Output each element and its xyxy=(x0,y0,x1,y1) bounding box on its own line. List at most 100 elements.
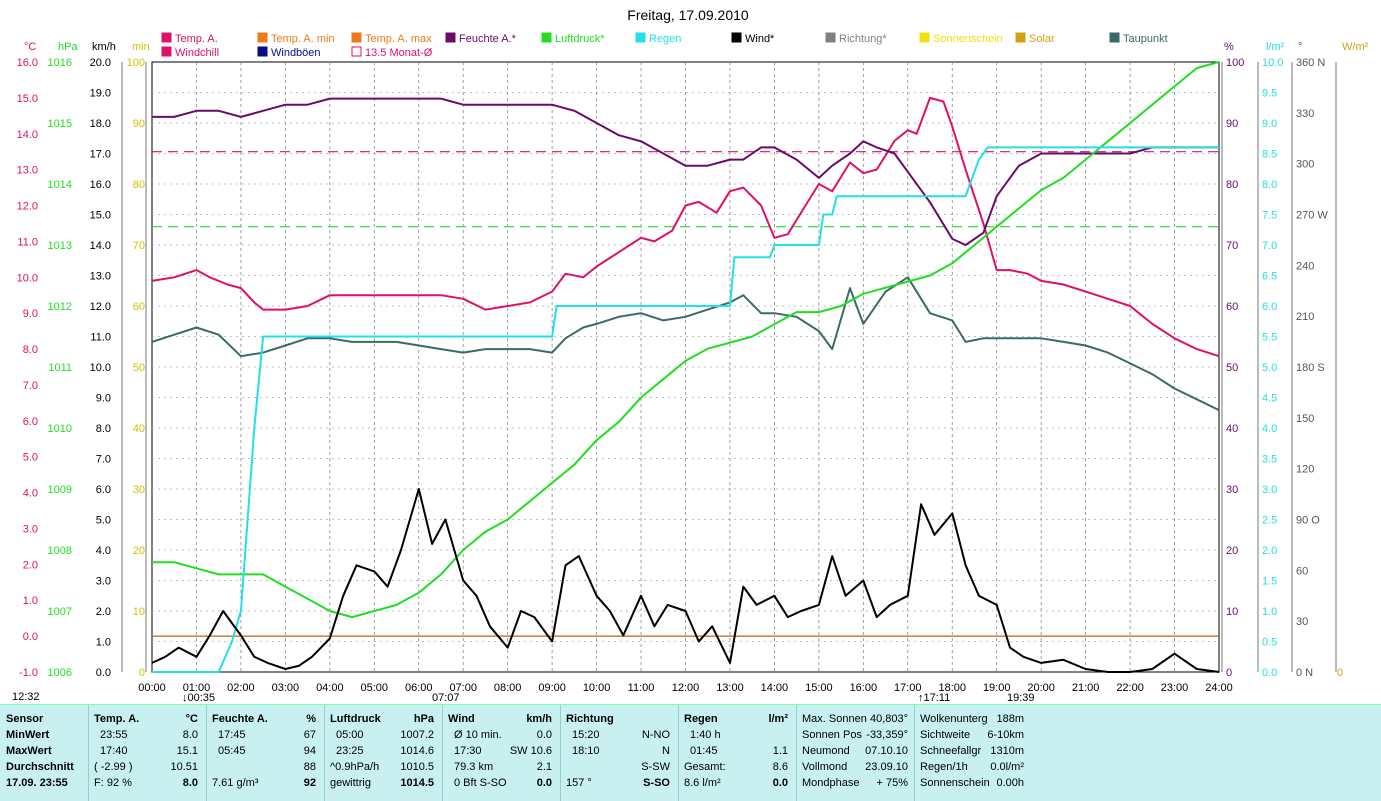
temp-header: Temp. A. xyxy=(94,713,140,725)
hum-avg-value: 88 xyxy=(303,761,316,773)
moonset-marker: ↓00:35 xyxy=(182,692,215,704)
press-max-time: 23:25 xyxy=(336,745,364,757)
hum-unit: % xyxy=(306,713,316,725)
min-tick: 0 xyxy=(139,667,145,679)
pressure-column: Luftdruck hPa 05:00 1007.2 23:25 1014.6 ^0.… xyxy=(330,711,436,791)
wind-tick: 18.0 xyxy=(90,118,111,130)
row-label-min: MinWert xyxy=(6,729,50,741)
astro-value: + 75% xyxy=(876,777,909,789)
rain-tick: 9.0 xyxy=(1262,118,1277,130)
temp-unit: °C xyxy=(185,713,198,725)
x-tick-label: 11:00 xyxy=(628,682,655,694)
rain-tick: 5.5 xyxy=(1262,332,1277,344)
rain-total-label: Gesamt: xyxy=(684,761,726,773)
axis-unit-label: hPa xyxy=(58,41,78,53)
temp-tick: 5.0 xyxy=(23,452,38,464)
x-tick-label: 18:00 xyxy=(938,682,966,694)
temp-max-value: 15.1 xyxy=(176,745,198,757)
time-marker-start: 12:32 xyxy=(12,691,40,703)
press-max-value: 1014.6 xyxy=(400,745,434,757)
legend-label: Feuchte A.* xyxy=(459,33,517,45)
temp-current-note: F: 92 % xyxy=(94,777,132,789)
x-tick-label: 08:00 xyxy=(494,682,522,694)
temp-current-value: 8.0 xyxy=(182,777,198,789)
other-value: 1310m xyxy=(990,745,1024,757)
time-markers: 12:32 ↓00:35 07:07 ↑17:11 19:39 xyxy=(12,691,1035,704)
direction-tick: 180 S xyxy=(1296,362,1325,374)
astro-value: 07.10.10 xyxy=(865,745,908,757)
rain-max-value: 1.1 xyxy=(772,745,788,757)
min-tick: 40 xyxy=(133,423,145,435)
hum-min-time: 17:45 xyxy=(218,729,246,741)
pressure-tick: 1013 xyxy=(48,240,72,252)
series-line-feuchte-a xyxy=(152,97,1219,246)
rain-tick: 10.0 xyxy=(1262,57,1283,69)
wind-tick: 12.0 xyxy=(90,301,111,313)
temp-avg-note: ( -2.99 ) xyxy=(94,761,133,773)
wind-tick: 17.0 xyxy=(90,149,111,161)
series-lines xyxy=(151,61,1220,673)
wind-tick: 2.0 xyxy=(96,606,111,618)
legend-label: Temp. A. max xyxy=(365,33,432,45)
legend-swatch xyxy=(445,32,456,43)
x-tick-label: 22:00 xyxy=(1116,682,1144,694)
legend-label: Sonnenschein xyxy=(933,33,1003,45)
dir-max-time: 18:10 xyxy=(572,745,600,757)
legend-swatch xyxy=(635,32,646,43)
legend-label: Regen xyxy=(649,33,681,45)
wind-tick: 19.0 xyxy=(90,88,111,100)
legend-swatch xyxy=(161,32,172,43)
row-label-max: MaxWert xyxy=(6,745,52,757)
temp-tick: 4.0 xyxy=(23,488,38,500)
astro-label: Sonnen Pos xyxy=(802,729,862,741)
temp-tick: 0.0 xyxy=(23,631,38,643)
wind-tick: 16.0 xyxy=(90,179,111,191)
rain-tick: 3.0 xyxy=(1262,484,1277,496)
wind-beaufort: 0 Bft S-SO xyxy=(454,777,507,789)
x-tick-label: 01:00 xyxy=(183,682,211,694)
hum-min-value: 67 xyxy=(303,729,316,741)
rain-header: Regen xyxy=(684,713,718,725)
rain-tick: 2.5 xyxy=(1262,515,1277,527)
direction-tick: 300 xyxy=(1296,159,1314,171)
temp-tick: 7.0 xyxy=(23,380,38,392)
axis-unit-label: % xyxy=(1224,41,1234,53)
legend-swatch xyxy=(731,32,742,43)
humidity-tick: 10 xyxy=(1226,606,1238,618)
rain-max-time: 01:45 xyxy=(690,745,718,757)
temp-tick: -1.0 xyxy=(19,667,38,679)
temp-tick: 1.0 xyxy=(23,595,38,607)
rain-tick: 1.5 xyxy=(1262,576,1277,588)
wind-avg-value: 2.1 xyxy=(536,761,552,773)
temp-min-value: 8.0 xyxy=(182,729,198,741)
wind-tick: 5.0 xyxy=(96,515,111,527)
astro-column: Max. Sonnen 40,803° Sonnen Pos -33,359° Ne… xyxy=(802,711,910,791)
wind-avg10-label: Ø 10 min. xyxy=(454,729,502,741)
wind-tick: 14.0 xyxy=(90,240,111,252)
temp-tick: 10.0 xyxy=(17,272,38,284)
rain-tick: 6.5 xyxy=(1262,271,1277,283)
press-min-value: 1007.2 xyxy=(400,729,434,741)
astro-label: Max. Sonnen xyxy=(802,713,867,725)
rain-column: Regen l/m² 1:40 h 01:45 1.1 Gesamt: 8.6 8.6… xyxy=(684,711,790,791)
x-tick-label: 00:00 xyxy=(138,682,166,694)
legend-label: 13.5 Monat-Ø xyxy=(365,47,433,59)
other-value: 0.00h xyxy=(996,777,1024,789)
rain-tick: 8.5 xyxy=(1262,149,1277,161)
direction-tick: 150 xyxy=(1296,413,1314,425)
series-line-wind xyxy=(151,488,1220,673)
rain-tick: 9.5 xyxy=(1262,88,1277,100)
legend-swatch xyxy=(257,32,268,43)
x-tick-label: 10:00 xyxy=(583,682,611,694)
humidity-tick: 40 xyxy=(1226,423,1238,435)
rain-tick: 3.5 xyxy=(1262,454,1277,466)
astro-value: -33,359° xyxy=(866,729,908,741)
rain-duration: 1:40 h xyxy=(690,729,721,741)
other-label: Wolkenunterg xyxy=(920,713,988,725)
min-tick: 90 xyxy=(133,118,145,130)
temp-tick: 6.0 xyxy=(23,416,38,428)
axis-unit-label: W/m² xyxy=(1342,41,1369,53)
humidity-tick: 100 xyxy=(1226,57,1244,69)
min-tick: 80 xyxy=(133,179,145,191)
wind-tick: 7.0 xyxy=(96,454,111,466)
